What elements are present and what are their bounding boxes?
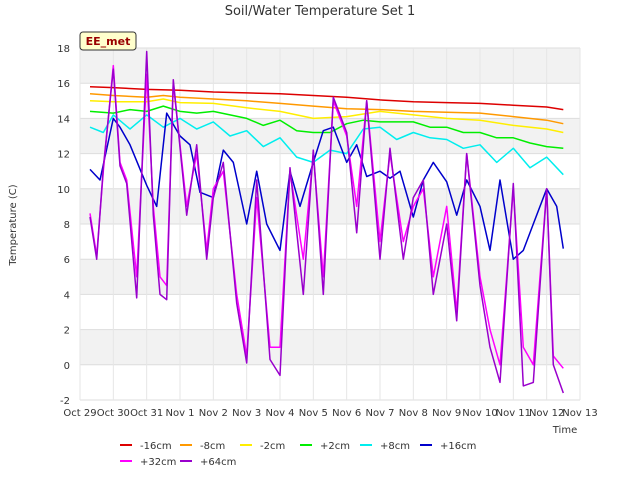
- x-tick-label: Nov 4: [265, 408, 294, 419]
- x-tick-label: Nov 3: [232, 408, 261, 419]
- x-tick-label: Nov 13: [562, 408, 597, 419]
- x-tick-label: Oct 31: [130, 408, 163, 419]
- series-line-8cm: [89, 93, 564, 125]
- x-tick-label: Nov 11: [496, 408, 531, 419]
- plot-band: [80, 259, 580, 295]
- x-tick-label: Oct 29: [63, 408, 96, 419]
- y-tick-label: 14: [57, 114, 70, 125]
- legend-label: +2cm: [320, 441, 350, 452]
- chart-title: Soil/Water Temperature Set 1: [225, 4, 416, 19]
- series-line-16cm: [89, 112, 565, 260]
- legend-label: +64cm: [200, 457, 236, 468]
- x-tick-label: Oct 30: [97, 408, 130, 419]
- y-tick-label: 12: [57, 150, 70, 161]
- x-tick-label: Nov 1: [165, 408, 194, 419]
- x-tick-label: Nov 8: [399, 408, 428, 419]
- series-lines: [89, 50, 565, 394]
- x-tick-label: Nov 2: [199, 408, 228, 419]
- y-tick-label: 18: [57, 44, 70, 55]
- x-tick-label: Nov 6: [332, 408, 361, 419]
- y-axis-label: Temperature (C): [8, 184, 19, 266]
- series-line-2cm: [89, 98, 564, 134]
- y-tick-label: 10: [57, 185, 70, 196]
- plot-band: [80, 364, 580, 400]
- legend-label: +32cm: [140, 457, 176, 468]
- series-line-16cm: [89, 85, 564, 111]
- series-line-8cm: [89, 114, 564, 176]
- plot-band: [80, 329, 580, 365]
- site-badge-label: EE_met: [86, 35, 131, 48]
- grid-lines: [79, 47, 581, 401]
- y-tick-label: 0: [64, 361, 70, 372]
- plot-band: [80, 48, 580, 84]
- x-tick-label: Nov 9: [432, 408, 461, 419]
- y-tick-label: 2: [64, 326, 70, 337]
- x-tick-label: Nov 12: [529, 408, 564, 419]
- x-axis-ticks: Oct 29 Oct 30 Oct 31 Nov 1 Nov 2 Nov 3 Nov 4 No…: [63, 408, 597, 419]
- x-tick-label: Nov 7: [365, 408, 394, 419]
- y-tick-label: 6: [64, 255, 70, 266]
- legend-label: +8cm: [380, 441, 410, 452]
- series-line-2cm: [89, 105, 564, 150]
- legend-label: -8cm: [200, 441, 225, 452]
- legend-label: +16cm: [440, 441, 476, 452]
- series-line-64cm: [89, 50, 565, 394]
- x-tick-label: Nov 5: [299, 408, 328, 419]
- y-tick-label: 4: [64, 290, 70, 301]
- y-tick-label: 8: [64, 220, 70, 231]
- y-tick-label: 16: [57, 79, 70, 90]
- y-tick-label: -2: [60, 396, 70, 407]
- x-tick-label: Nov 10: [462, 408, 497, 419]
- plot-band: [80, 294, 580, 330]
- legend-label: -16cm: [140, 441, 172, 452]
- legend: -16cm -8cm -2cm +2cm +8cm +16cm +32cm +64cm: [120, 441, 476, 468]
- x-axis-label: Time: [552, 425, 577, 436]
- plot-band: [80, 224, 580, 260]
- site-badge: EE_met: [79, 31, 137, 51]
- legend-label: -2cm: [260, 441, 285, 452]
- y-axis-ticks: -2 0 2 4 6 8 10 12 14 16 18: [57, 44, 70, 407]
